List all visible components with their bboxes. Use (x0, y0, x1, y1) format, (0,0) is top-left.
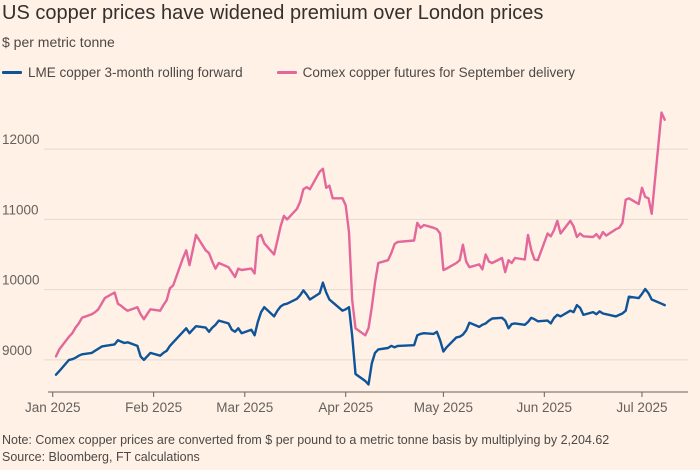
legend-item-lme: LME copper 3-month rolling forward (2, 65, 243, 80)
grid-layer (44, 148, 688, 361)
legend-item-comex: Comex copper futures for September deliv… (276, 65, 575, 80)
series-line-lme (54, 281, 666, 386)
footer: Note: Comex copper prices are converted … (2, 432, 609, 466)
x-tick-label-2025-04-01: Apr 2025 (318, 400, 373, 415)
axis-layer: 9000 10000 11000 12000 Jan 2025 Feb 2025 Mar 2… (2, 132, 688, 415)
legend-swatch-comex (276, 71, 297, 74)
x-tick-label-2025-03-01: Mar 2025 (216, 400, 273, 415)
legend-swatch-lme (2, 71, 22, 74)
y-tick-label-10000: 10000 (2, 273, 40, 288)
y-tick-label-11000: 11000 (2, 202, 39, 217)
footer-source: Source: Bloomberg, FT calculations (2, 450, 200, 464)
legend-label-comex: Comex copper futures for September deliv… (302, 65, 575, 80)
y-tick-label-12000: 12000 (2, 132, 40, 147)
x-tick-label-2025-07-01: Jul 2025 (616, 400, 667, 415)
legend-label-lme: LME copper 3-month rolling forward (28, 65, 243, 80)
x-tick-label-2025-06-01: Jun 2025 (517, 400, 573, 415)
chart-subtitle: $ per metric tonne (2, 34, 115, 50)
x-tick-label-2025-05-01: May 2025 (414, 400, 473, 415)
y-tick-label-9000: 9000 (2, 343, 32, 358)
series-layer (54, 111, 666, 386)
series-line-comex (54, 111, 666, 358)
x-tick-label-2025-02-01: Feb 2025 (125, 400, 182, 415)
x-tick-label-2025-01-01: Jan 2025 (25, 400, 81, 415)
footer-note: Note: Comex copper prices are converted … (2, 433, 610, 447)
chart-title: US copper prices have widened premium ov… (2, 2, 544, 24)
legend: LME copper 3-month rolling forward Comex… (2, 65, 609, 80)
